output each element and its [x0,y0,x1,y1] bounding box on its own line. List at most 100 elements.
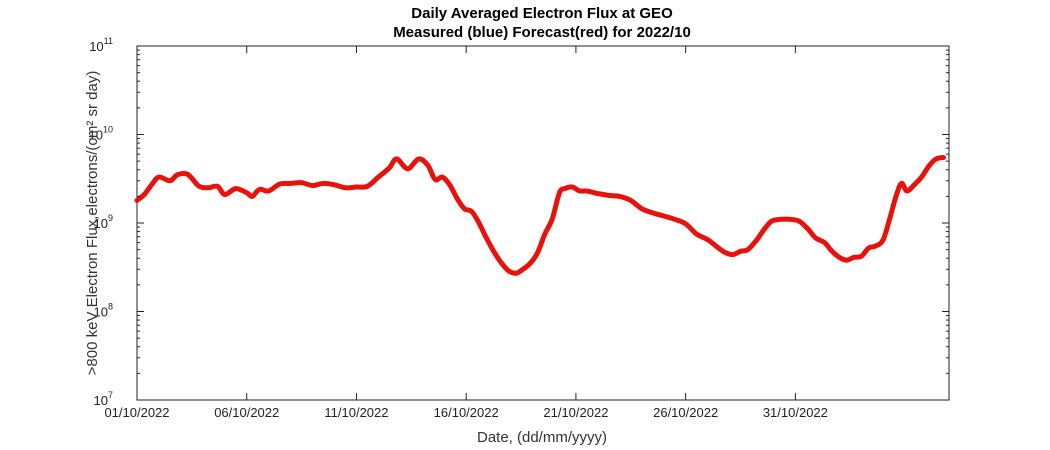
data-point [788,217,792,221]
data-point [779,217,783,221]
y-tick-label: 109 [94,213,113,231]
data-point [662,214,666,218]
data-point [184,172,188,176]
data-point [558,191,561,195]
data-point [278,182,282,186]
data-point [823,241,827,245]
data-point [618,194,622,198]
data-point [867,246,870,250]
data-point [900,181,903,185]
data-point [395,157,399,161]
data-point [543,232,547,236]
data-point [874,244,878,248]
data-point [830,249,834,253]
data-point [484,236,488,240]
plot-area [136,45,950,401]
data-point [135,198,139,202]
data-point [770,219,774,223]
data-point [578,189,582,193]
data-point [852,255,856,259]
data-point [514,271,518,275]
data-point [912,183,916,187]
data-point [673,217,677,221]
data-point [150,183,154,187]
x-tick-label: 16/10/2022 [434,405,499,420]
data-point [355,185,358,189]
data-point [223,193,227,196]
series-layer [134,155,946,276]
data-point [376,175,380,179]
x-tick-label: 31/10/2022 [763,405,828,420]
data-point [387,166,391,170]
data-point [267,189,271,193]
data-point [492,249,496,253]
data-point [365,184,369,188]
data-point [905,189,909,193]
data-point [426,163,430,167]
data-point [894,194,898,198]
data-point [651,211,655,215]
data-point [797,219,801,223]
data-point [762,227,766,231]
x-axis: 01/10/2022 06/10/2022 11/10/2022 16/10/2022… [104,46,828,420]
data-point [477,221,481,225]
chart-subtitle: Measured (blue) Forecast(red) for 2022/1… [393,24,691,41]
data-point [934,157,938,161]
data-point [684,222,688,226]
data-point [570,185,574,189]
data-point [550,217,554,221]
data-point [837,255,841,259]
data-point [889,214,892,218]
data-point [920,175,924,179]
x-tick-label: 11/10/2022 [324,405,388,420]
data-point [563,187,567,191]
data-point [448,183,452,187]
data-point [142,193,146,196]
y-axis: 107 108 109 1010 1011 [89,36,949,408]
data-point [258,187,261,191]
data-point [190,176,194,180]
data-point [706,238,710,242]
data-point [519,269,523,273]
data-point [206,186,210,190]
data-point [755,238,759,242]
data-point [234,187,238,191]
data-point [216,184,219,188]
data-point [462,207,466,211]
data-point [640,207,644,211]
y-tick-label: 107 [94,390,113,408]
data-point [695,232,699,236]
data-point [724,251,728,255]
data-point [470,210,474,213]
data-point [942,156,945,159]
data-point [175,173,179,177]
data-point [806,227,810,231]
data-point [417,157,421,161]
data-point [311,184,315,187]
data-point [344,186,347,190]
data-point [433,178,437,181]
data-point [536,251,539,255]
data-point [845,258,849,262]
plot-border [136,45,950,401]
data-point [717,246,721,250]
data-point [528,261,532,265]
x-tick-label: 01/10/2022 [104,405,169,420]
data-point [322,181,325,185]
x-tick-label: 26/10/2022 [653,405,718,420]
x-axis-label: Date, (dd/mm/yyyy) [477,429,607,446]
data-point [881,238,885,242]
data-point [859,254,863,258]
data-point [506,269,510,273]
data-point [245,191,249,195]
data-point [739,249,742,253]
data-point [333,183,336,187]
x-tick-label: 21/10/2022 [543,405,608,420]
data-point [300,181,304,185]
data-point [289,181,293,185]
data-point [250,194,254,198]
data-point [406,167,410,171]
y-tick-label: 1011 [89,36,113,54]
data-point [440,175,444,179]
data-point [629,198,633,202]
